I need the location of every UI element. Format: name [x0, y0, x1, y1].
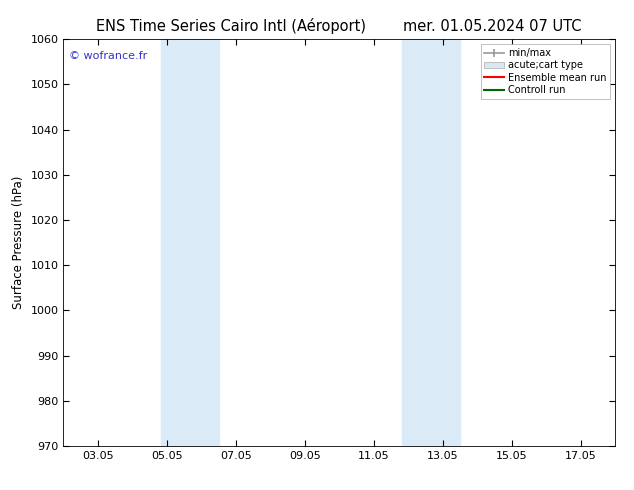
Bar	[403, 39, 425, 446]
Bar	[161, 39, 184, 446]
Legend: min/max, acute;cart type, Ensemble mean run, Controll run: min/max, acute;cart type, Ensemble mean …	[481, 44, 610, 99]
Title: ENS Time Series Cairo Intl (Aéroport)        mer. 01.05.2024 07 UTC: ENS Time Series Cairo Intl (Aéroport) me…	[96, 18, 582, 34]
Bar	[425, 39, 460, 446]
Text: © wofrance.fr: © wofrance.fr	[69, 51, 147, 61]
Y-axis label: Surface Pressure (hPa): Surface Pressure (hPa)	[12, 176, 25, 309]
Bar	[184, 39, 219, 446]
